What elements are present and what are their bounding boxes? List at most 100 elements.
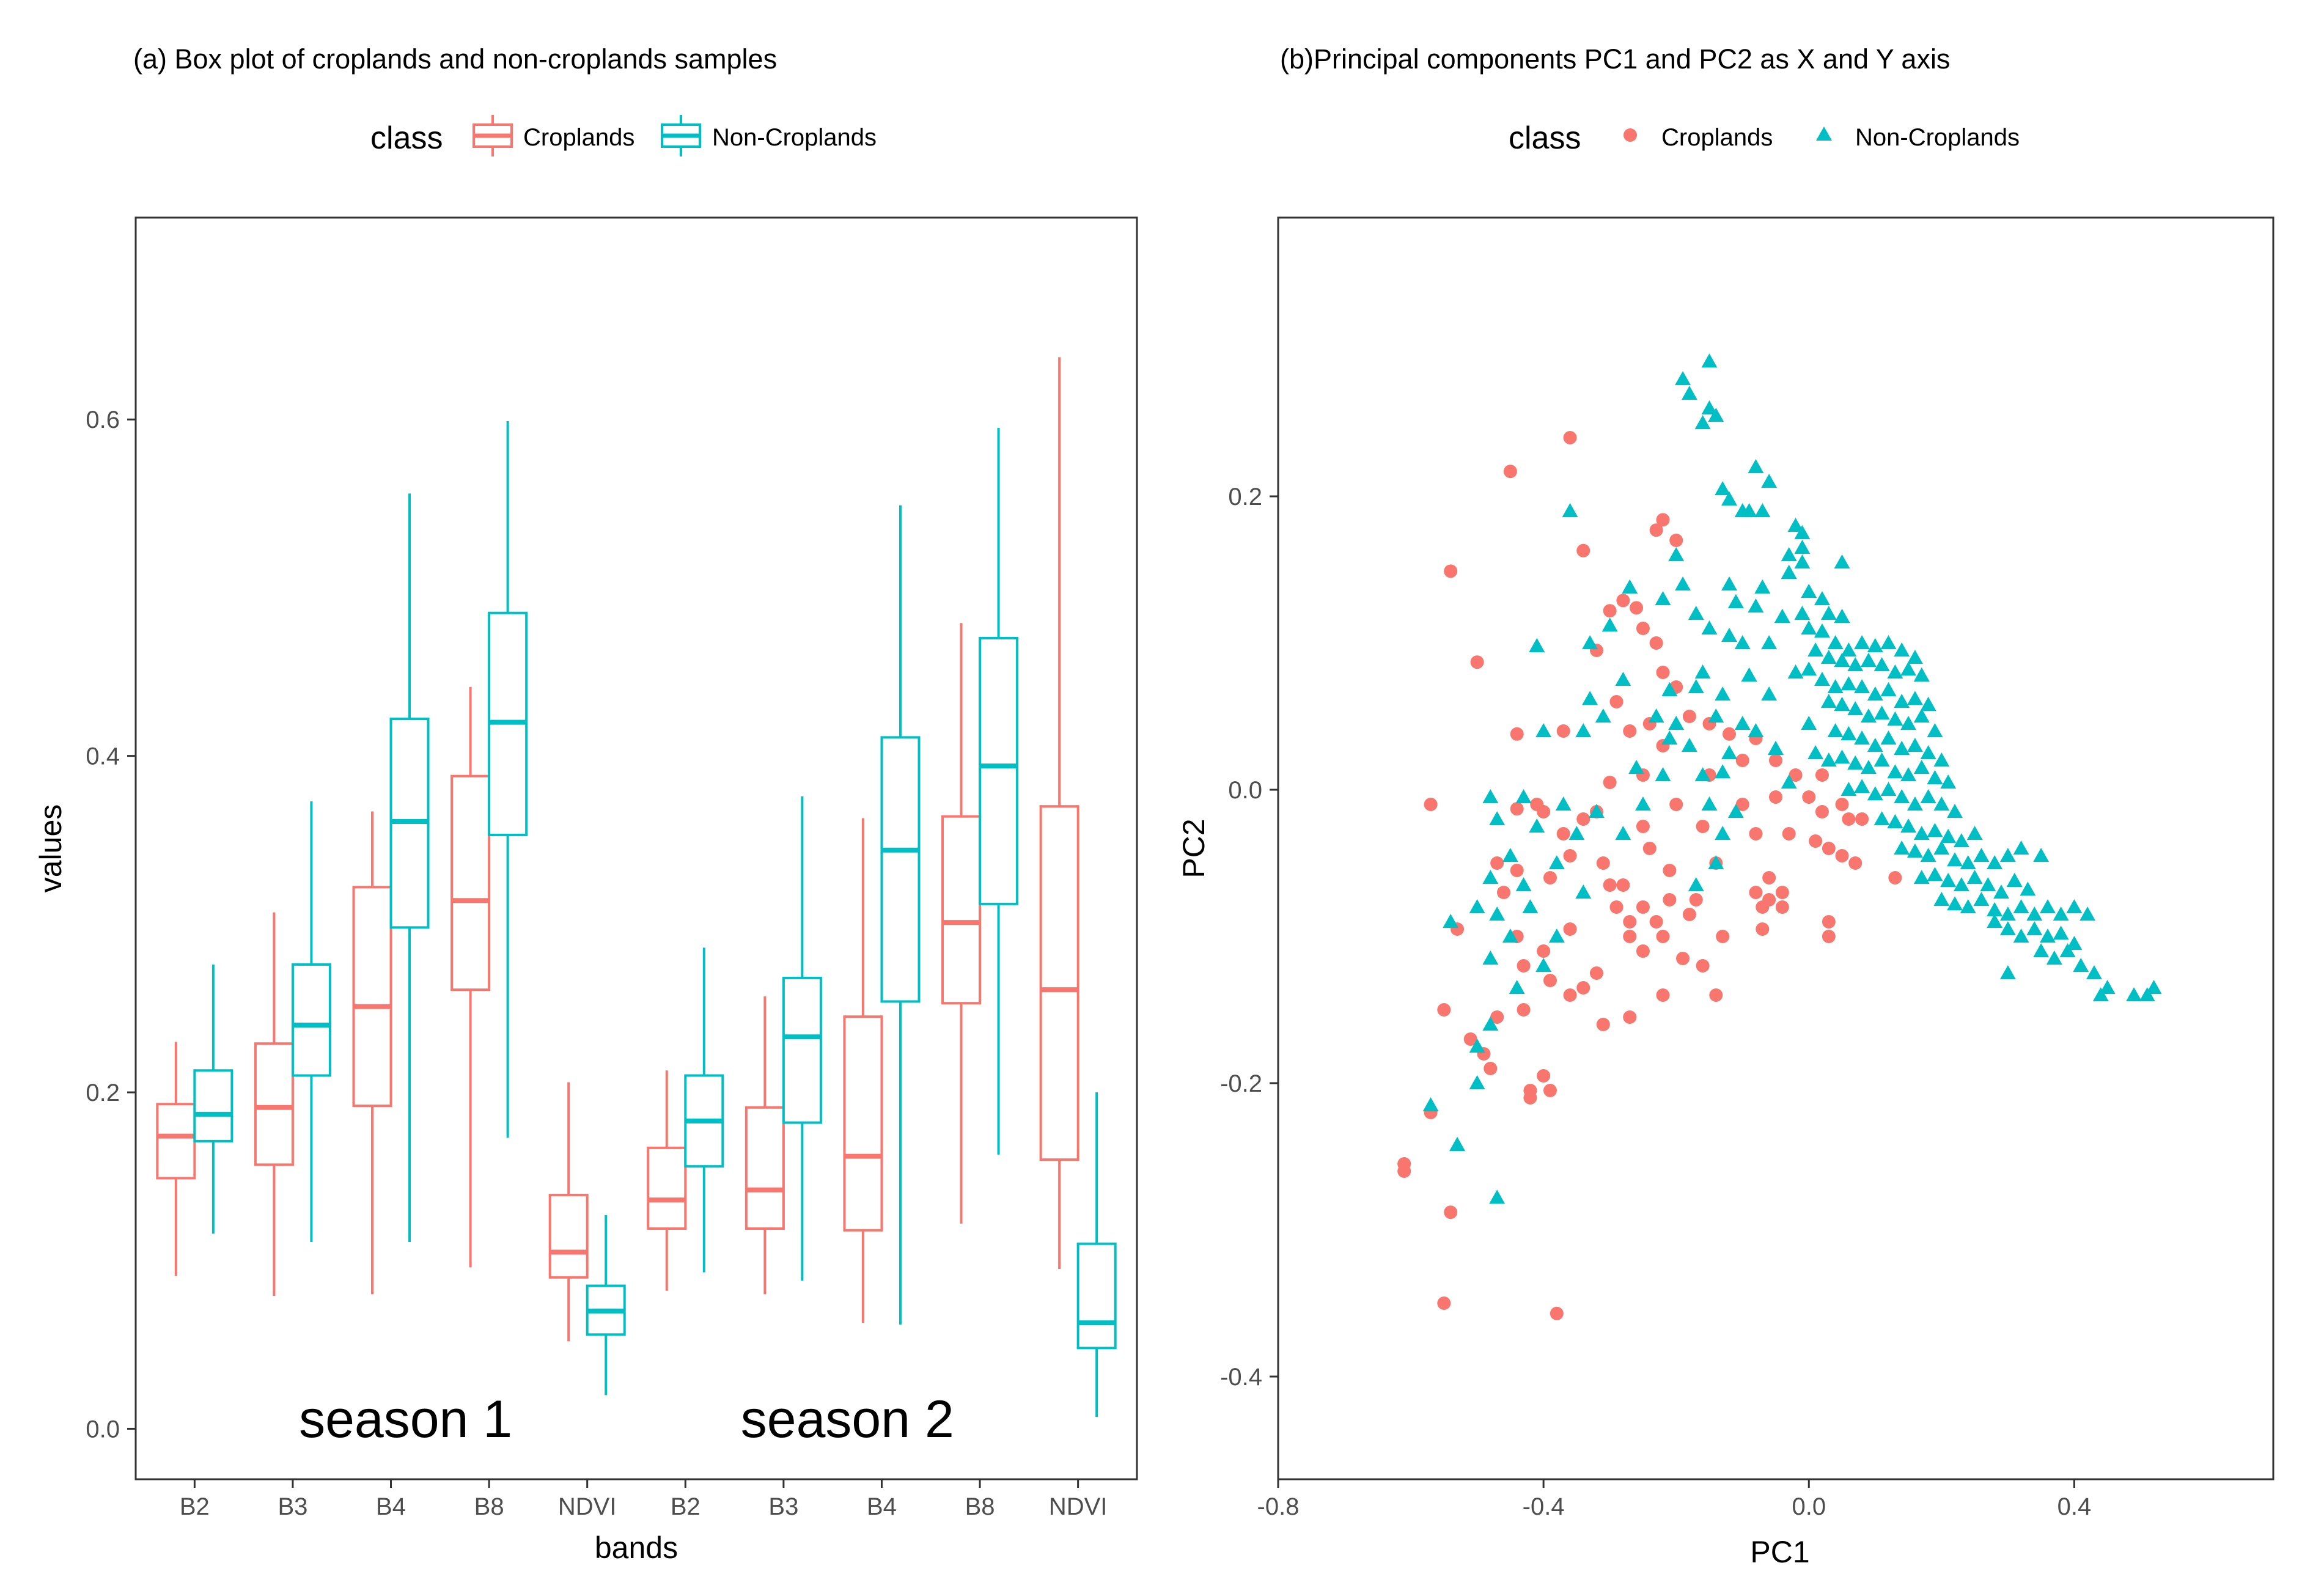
point-croplands	[1822, 842, 1836, 855]
point-croplands	[1656, 988, 1670, 1002]
point-croplands	[1616, 594, 1630, 608]
scatter-y-tick-label: -0.4	[1220, 1364, 1262, 1391]
boxplot-legend: class Croplands Non-Croplands	[370, 115, 877, 156]
point-croplands	[1616, 878, 1630, 892]
box-croplands	[941, 623, 982, 1224]
point-non-croplands	[1715, 686, 1731, 701]
scatter-legend-label-croplands: Croplands	[1661, 124, 1773, 151]
point-croplands	[1842, 812, 1856, 826]
point-non-croplands	[1801, 584, 1817, 598]
box-body	[782, 976, 822, 1124]
point-non-croplands	[1482, 870, 1499, 884]
point-non-croplands	[1648, 708, 1664, 723]
point-croplands	[1437, 1296, 1451, 1310]
point-non-croplands	[1927, 823, 1943, 837]
point-non-croplands	[1840, 782, 1857, 796]
point-non-croplands	[1694, 664, 1711, 679]
point-non-croplands	[1489, 811, 1506, 826]
point-non-croplands	[1867, 638, 1883, 652]
point-non-croplands	[1827, 635, 1844, 650]
point-croplands	[1603, 776, 1617, 789]
boxplot-y-axis-label: values	[34, 804, 68, 893]
point-non-croplands	[1754, 579, 1771, 594]
point-croplands	[1762, 871, 1776, 884]
box-body	[450, 774, 491, 991]
point-non-croplands	[1999, 848, 2016, 862]
point-non-croplands	[1820, 752, 1837, 767]
point-croplands	[1623, 915, 1637, 929]
point-non-croplands	[1913, 760, 1930, 774]
point-croplands	[1556, 827, 1570, 840]
point-non-croplands	[2139, 987, 2155, 1002]
scatter-x-tick-label: 0.0	[1792, 1493, 1826, 1520]
point-non-croplands	[1907, 796, 1923, 811]
boxplot-annotations: season 1 season 2	[299, 1390, 954, 1449]
scatter-x-axis-label: PC1	[1750, 1535, 1809, 1569]
point-non-croplands	[1701, 620, 1718, 635]
point-non-croplands	[2066, 936, 2083, 951]
point-non-croplands	[1894, 840, 1910, 855]
legend-key-non-croplands-box	[661, 115, 701, 156]
point-non-croplands	[1555, 796, 1572, 811]
legend-label-non-croplands: Non-Croplands	[712, 124, 877, 151]
season-label: season 1	[299, 1390, 512, 1449]
point-non-croplands	[1887, 764, 1903, 779]
point-non-croplands	[1933, 796, 1950, 811]
point-non-croplands	[1734, 635, 1751, 650]
point-croplands	[1623, 930, 1637, 943]
box-body	[979, 637, 1019, 905]
point-non-croplands	[1913, 708, 1930, 723]
point-croplands	[1576, 543, 1590, 557]
point-non-croplands	[2146, 980, 2162, 995]
point-non-croplands	[1820, 650, 1837, 664]
box-non-croplands	[684, 947, 724, 1273]
point-non-croplands	[1953, 877, 1969, 892]
point-non-croplands	[1814, 623, 1830, 638]
point-non-croplands	[1575, 884, 1592, 899]
point-non-croplands	[1708, 708, 1724, 723]
point-croplands	[1490, 856, 1504, 870]
point-non-croplands	[1907, 843, 1923, 858]
point-croplands	[1822, 930, 1836, 943]
point-non-croplands	[1907, 738, 1923, 752]
point-croplands	[1470, 655, 1484, 669]
point-non-croplands	[2126, 987, 2142, 1002]
point-non-croplands	[1548, 855, 1565, 870]
point-non-croplands	[1509, 980, 1525, 995]
point-non-croplands	[1940, 774, 1957, 789]
point-non-croplands	[1854, 730, 1870, 745]
point-non-croplands	[1933, 840, 1950, 855]
point-non-croplands	[1860, 652, 1877, 667]
box-croplands	[1039, 357, 1079, 1269]
point-non-croplands	[1529, 818, 1545, 833]
box-non-croplands	[193, 964, 234, 1234]
point-non-croplands	[1960, 899, 1976, 914]
point-non-croplands	[1615, 826, 1631, 840]
point-non-croplands	[1721, 745, 1738, 760]
point-croplands	[1510, 727, 1524, 741]
point-non-croplands	[1628, 760, 1645, 774]
point-non-croplands	[1887, 711, 1903, 726]
point-croplands	[1663, 893, 1677, 906]
point-non-croplands	[1774, 608, 1790, 623]
point-non-croplands	[1880, 635, 1897, 650]
point-non-croplands	[1708, 408, 1724, 422]
point-non-croplands	[1933, 892, 1950, 906]
point-non-croplands	[1880, 730, 1897, 745]
box-non-croplands	[488, 421, 528, 1138]
point-non-croplands	[1874, 657, 1890, 672]
point-non-croplands	[1787, 518, 1804, 532]
box-body	[156, 1103, 196, 1180]
point-croplands	[1596, 856, 1610, 870]
point-non-croplands	[1847, 755, 1864, 770]
point-non-croplands	[1887, 814, 1903, 828]
point-non-croplands	[1894, 740, 1910, 755]
box-croplands	[647, 1070, 687, 1291]
point-non-croplands	[1701, 400, 1718, 415]
box-body	[254, 1042, 294, 1166]
point-non-croplands	[1953, 833, 1969, 848]
point-croplands	[1636, 820, 1650, 833]
point-croplands	[1649, 915, 1663, 929]
box-non-croplands	[586, 1215, 626, 1396]
boxplot-x-axis-label: bands	[595, 1531, 678, 1565]
